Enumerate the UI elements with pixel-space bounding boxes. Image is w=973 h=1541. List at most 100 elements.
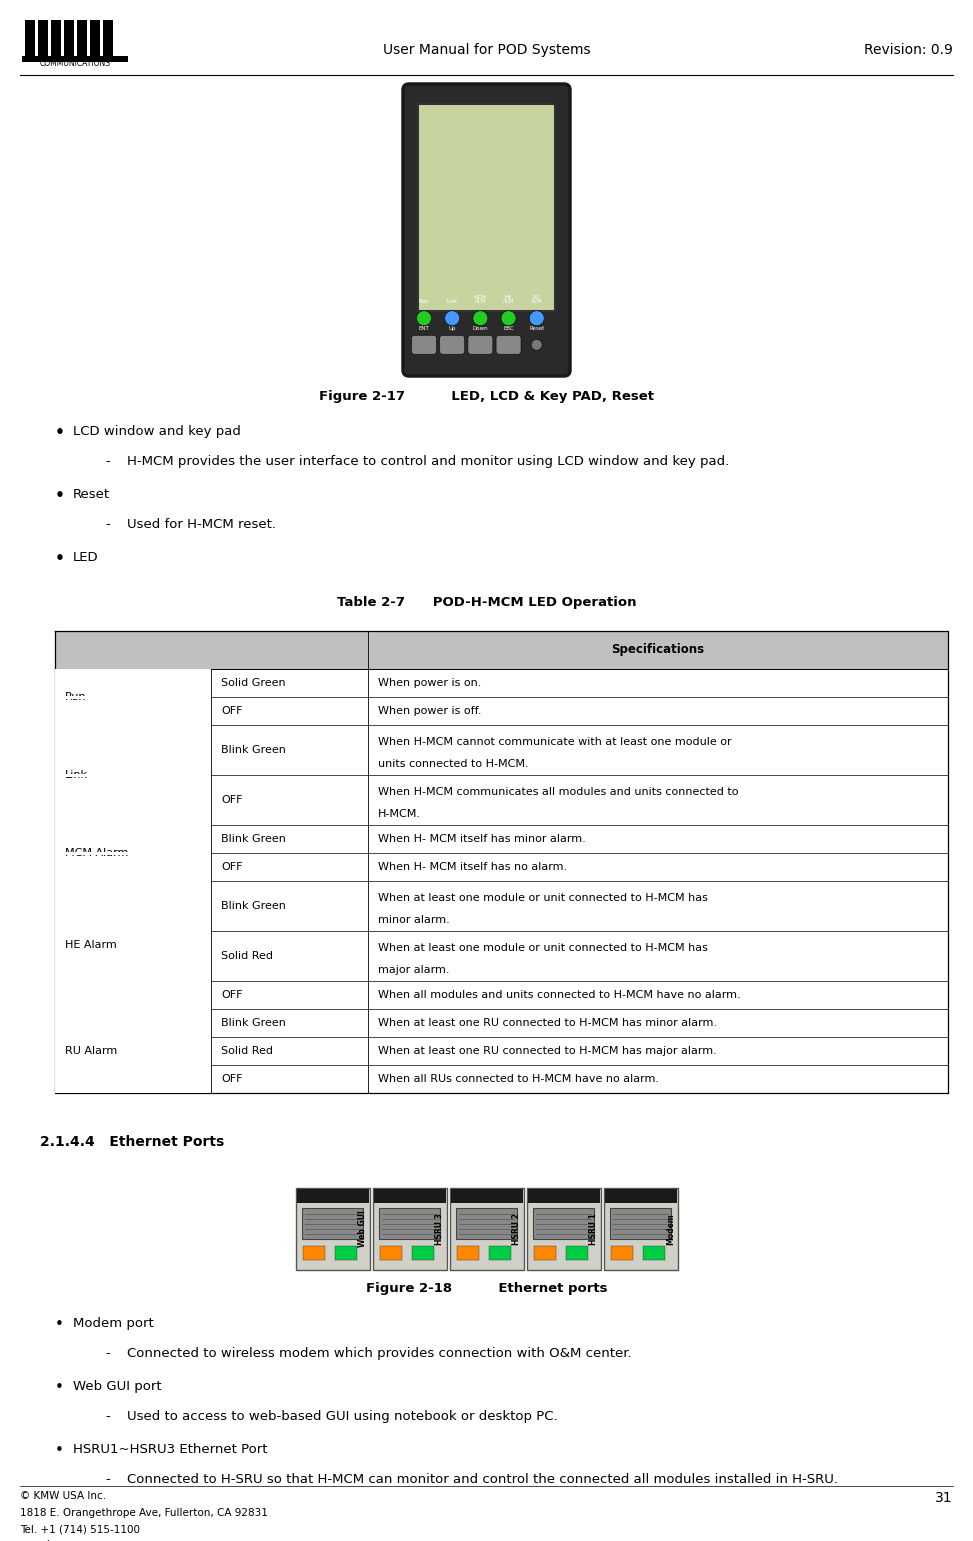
Text: When H-MCM communicates all modules and units connected to: When H-MCM communicates all modules and … — [378, 787, 739, 797]
Text: LED: LED — [73, 552, 98, 564]
Bar — [77, 20, 87, 59]
Text: Solid Green: Solid Green — [221, 678, 286, 687]
Text: units connected to H-MCM.: units connected to H-MCM. — [378, 758, 528, 769]
Bar — [55, 929, 211, 932]
Bar — [55, 881, 948, 931]
Bar — [20, 9, 130, 69]
Bar — [55, 724, 211, 824]
Bar — [450, 1190, 523, 1204]
Text: Solid Red: Solid Red — [221, 1046, 273, 1056]
FancyBboxPatch shape — [489, 1245, 511, 1261]
Text: When all modules and units connected to H-MCM have no alarm.: When all modules and units connected to … — [378, 989, 740, 1000]
FancyBboxPatch shape — [468, 336, 493, 354]
Circle shape — [531, 339, 542, 350]
Text: Run: Run — [418, 299, 429, 304]
Bar — [103, 20, 113, 59]
Text: OFF: OFF — [221, 706, 243, 717]
Bar — [55, 881, 211, 1009]
Bar — [374, 1190, 446, 1204]
Text: •: • — [55, 1318, 64, 1331]
FancyBboxPatch shape — [450, 1188, 523, 1270]
FancyBboxPatch shape — [335, 1245, 357, 1261]
Text: Modem port: Modem port — [73, 1318, 154, 1330]
Circle shape — [529, 311, 544, 325]
FancyBboxPatch shape — [412, 336, 437, 354]
FancyBboxPatch shape — [603, 1188, 677, 1270]
FancyBboxPatch shape — [296, 1188, 370, 1270]
Circle shape — [445, 311, 459, 325]
FancyBboxPatch shape — [643, 1245, 666, 1261]
Text: HSRU 1: HSRU 1 — [589, 1213, 598, 1245]
Circle shape — [501, 311, 516, 325]
Text: •: • — [55, 1442, 64, 1458]
Text: Web GUI: Web GUI — [358, 1211, 367, 1247]
FancyBboxPatch shape — [303, 1245, 325, 1261]
Text: OFF: OFF — [221, 861, 243, 872]
Text: -: - — [105, 1410, 110, 1422]
FancyBboxPatch shape — [566, 1245, 589, 1261]
Text: When at least one RU connected to H-MCM has major alarm.: When at least one RU connected to H-MCM … — [378, 1046, 716, 1056]
Text: When H-MCM cannot communicate with at least one module or: When H-MCM cannot communicate with at le… — [378, 737, 731, 747]
Text: 2.1.4.4   Ethernet Ports: 2.1.4.4 Ethernet Ports — [40, 1136, 224, 1150]
Text: ENT: ENT — [418, 325, 429, 331]
Text: 31: 31 — [935, 1492, 953, 1506]
Text: Blink Green: Blink Green — [221, 901, 286, 911]
Text: Run: Run — [65, 692, 87, 703]
Text: Connected to H-SRU so that H-MCM can monitor and control the connected all modul: Connected to H-SRU so that H-MCM can mon… — [127, 1473, 838, 1486]
Bar — [55, 824, 211, 881]
Bar — [51, 20, 61, 59]
Text: When H- MCM itself has no alarm.: When H- MCM itself has no alarm. — [378, 861, 566, 872]
Text: LCD window and key pad: LCD window and key pad — [73, 425, 241, 438]
Circle shape — [416, 311, 431, 325]
Text: Figure 2-18          Ethernet ports: Figure 2-18 Ethernet ports — [366, 1282, 607, 1294]
Bar — [55, 630, 948, 669]
Bar — [55, 1036, 211, 1039]
Text: H-MCM.: H-MCM. — [378, 809, 420, 818]
Text: major alarm.: major alarm. — [378, 965, 450, 974]
Text: Blink Green: Blink Green — [221, 834, 286, 844]
Text: Reset: Reset — [529, 325, 544, 331]
Text: © KMW USA Inc.: © KMW USA Inc. — [20, 1492, 106, 1501]
Text: RU
ALM: RU ALM — [531, 294, 542, 304]
Text: HSRU 3: HSRU 3 — [435, 1213, 444, 1245]
Text: H-MCM provides the user interface to control and monitor using LCD window and ke: H-MCM provides the user interface to con… — [127, 455, 729, 468]
Bar — [533, 1208, 594, 1239]
Text: When at least one module or unit connected to H-MCM has: When at least one module or unit connect… — [378, 943, 707, 952]
Text: Link: Link — [447, 299, 458, 304]
Bar — [55, 1037, 948, 1065]
Text: When at least one module or unit connected to H-MCM has: When at least one module or unit connect… — [378, 892, 707, 903]
Bar — [456, 1208, 517, 1239]
Bar — [55, 852, 211, 855]
Bar — [55, 1063, 211, 1066]
Text: •: • — [55, 425, 65, 441]
Text: RU Alarm: RU Alarm — [65, 1046, 118, 1056]
Bar — [64, 20, 74, 59]
Text: Revision: 0.9: Revision: 0.9 — [864, 43, 953, 57]
Text: When all RUs connected to H-MCM have no alarm.: When all RUs connected to H-MCM have no … — [378, 1074, 659, 1083]
Bar — [55, 1009, 948, 1037]
Text: Connected to wireless modem which provides connection with O&M center.: Connected to wireless modem which provid… — [127, 1347, 631, 1361]
Text: •: • — [55, 552, 65, 566]
Text: OFF: OFF — [221, 795, 243, 804]
Bar — [55, 774, 211, 777]
Text: minor alarm.: minor alarm. — [378, 915, 450, 925]
Bar — [22, 55, 128, 62]
Bar — [55, 775, 948, 824]
Text: MCM
ALM: MCM ALM — [474, 294, 486, 304]
Bar — [379, 1208, 440, 1239]
Bar — [90, 20, 100, 59]
Text: -: - — [105, 1473, 110, 1486]
FancyBboxPatch shape — [403, 85, 570, 376]
Text: User Manual for POD Systems: User Manual for POD Systems — [382, 43, 591, 57]
FancyBboxPatch shape — [379, 1245, 402, 1261]
Bar — [25, 20, 35, 59]
Text: When power is off.: When power is off. — [378, 706, 481, 717]
Bar — [55, 854, 948, 881]
FancyBboxPatch shape — [496, 336, 522, 354]
Text: Web GUI port: Web GUI port — [73, 1381, 162, 1393]
Bar — [55, 669, 948, 697]
Text: When power is on.: When power is on. — [378, 678, 481, 687]
Text: Blink Green: Blink Green — [221, 1019, 286, 1028]
Text: Reset: Reset — [73, 488, 110, 501]
Text: When at least one RU connected to H-MCM has minor alarm.: When at least one RU connected to H-MCM … — [378, 1019, 716, 1028]
